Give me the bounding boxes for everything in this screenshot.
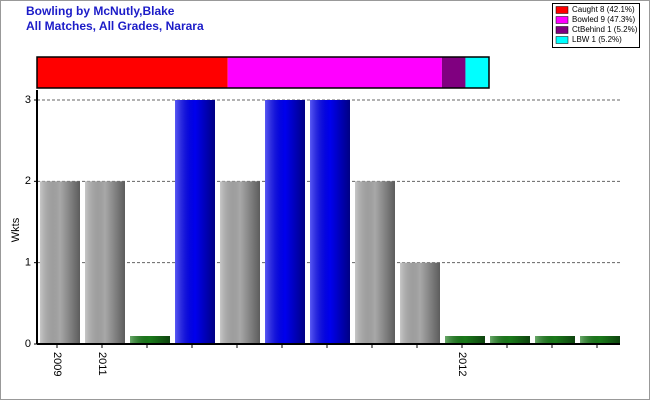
- y-tick-label: 3: [25, 94, 31, 106]
- bar-shade: [355, 181, 395, 344]
- legend-swatch: [555, 26, 569, 34]
- bar-shade: [85, 181, 125, 344]
- chart-subtitle: All Matches, All Grades, Narara: [26, 19, 204, 33]
- proportion-frame: [36, 56, 490, 89]
- proportion-segment: [441, 57, 466, 88]
- legend-label: Bowled 9 (47.3%): [572, 15, 635, 24]
- legend-swatch: [555, 6, 569, 14]
- bar-shade: [490, 336, 530, 344]
- legend-swatch: [555, 36, 569, 44]
- legend-label: Caught 8 (42.1%): [572, 5, 635, 14]
- y-tick-label: 0: [25, 338, 31, 350]
- proportion-segment: [465, 57, 489, 88]
- bar-shade: [265, 100, 305, 344]
- bar-shade: [580, 336, 620, 344]
- x-tick-label: 2009: [51, 352, 63, 376]
- x-tick-label: 2011: [96, 352, 108, 376]
- legend-swatch: [555, 16, 569, 24]
- bar-shade: [130, 336, 170, 344]
- bar-shade: [175, 100, 215, 344]
- bar-shade: [400, 262, 440, 344]
- y-tick-label: 2: [25, 175, 31, 187]
- bar-shade: [445, 336, 485, 344]
- x-tick-label: 2012: [456, 352, 468, 376]
- bar-shade: [220, 181, 260, 344]
- y-axis-label: Wkts: [10, 217, 22, 242]
- bar-shade: [310, 100, 350, 344]
- bar-shade: [40, 181, 80, 344]
- legend-label: CtBehind 1 (5.2%): [572, 25, 638, 34]
- y-tick-label: 1: [25, 257, 31, 269]
- proportion-segment: [227, 57, 442, 88]
- chart-title: Bowling by McNutly,Blake: [26, 4, 175, 18]
- proportion-segment: [37, 57, 228, 88]
- legend-label: LBW 1 (5.2%): [572, 35, 622, 44]
- bar-shade: [535, 336, 575, 344]
